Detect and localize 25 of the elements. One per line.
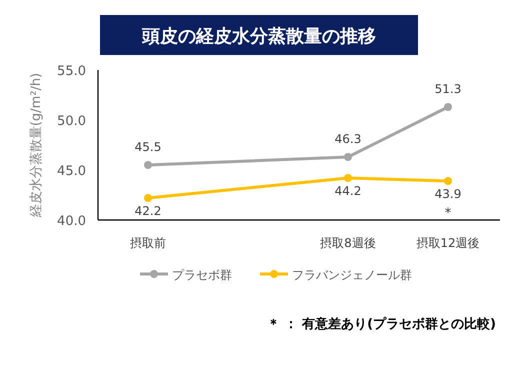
point — [344, 153, 352, 161]
data-label: 45.5 — [134, 140, 162, 154]
point — [144, 194, 152, 202]
point — [144, 161, 152, 169]
point — [444, 103, 452, 111]
data-label: 42.2 — [134, 204, 162, 218]
point — [444, 177, 452, 185]
legend-label: フラバンジェノール群 — [292, 268, 412, 282]
data-label: 43.9 — [434, 187, 462, 201]
y-tick-label: 45.0 — [57, 164, 86, 179]
annotation: * — [444, 206, 452, 221]
y-tick-label: 50.0 — [57, 114, 86, 129]
text: ＊ ： 有意差あり(プラセボ群との比較) — [267, 316, 496, 332]
x-tick-label: 摂取12週後 — [416, 236, 480, 250]
y-axis-title: 経皮水分蒸散量(g/m²/h) — [29, 72, 44, 218]
data-label: 51.3 — [434, 82, 462, 96]
x-tick-label: 摂取前 — [130, 236, 166, 250]
data-label: 44.2 — [334, 184, 362, 198]
chart-title: 頭皮の経皮水分蒸散量の推移 — [141, 26, 376, 47]
y-tick-label: 55.0 — [57, 64, 86, 79]
point — [344, 174, 352, 182]
data-label: 46.3 — [334, 132, 362, 146]
x-tick-label: 摂取8週後 — [320, 236, 376, 250]
legend-label: プラセボ群 — [172, 268, 232, 282]
y-tick-label: 40.0 — [57, 214, 86, 229]
